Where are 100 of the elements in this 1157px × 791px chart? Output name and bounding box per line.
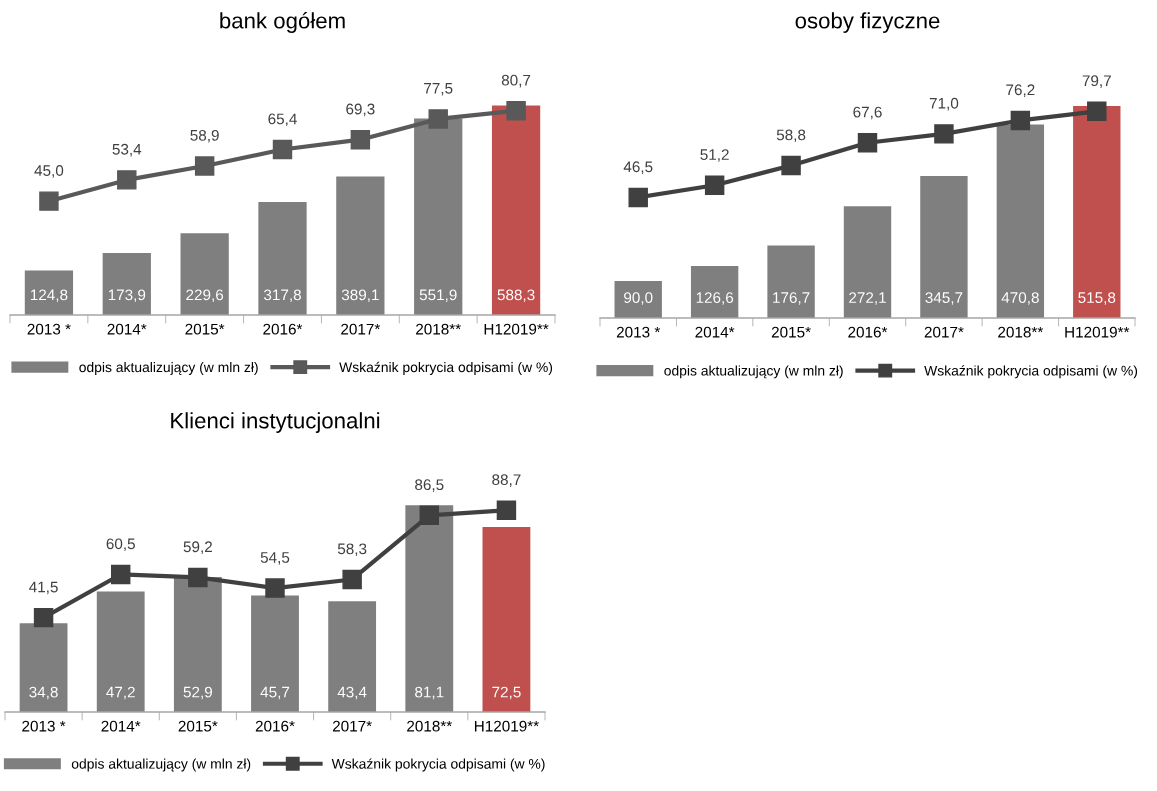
- data-label: 124,8: [30, 289, 68, 303]
- x-tick-label: H12019**: [474, 720, 539, 732]
- data-label: 58,8: [776, 129, 806, 143]
- data-label: 46,5: [623, 161, 653, 174]
- data-label: 60,5: [106, 538, 135, 552]
- bar: [19, 623, 68, 712]
- data-label: 58,3: [337, 543, 367, 557]
- x-tick-label: 2016*: [255, 720, 295, 732]
- data-label: 58,9: [190, 129, 219, 143]
- bar: [614, 281, 662, 318]
- bar: [258, 201, 307, 315]
- data-label: 173,9: [108, 289, 146, 303]
- data-label: 470,8: [1001, 292, 1039, 305]
- data-label: 34,8: [29, 686, 58, 700]
- point: [1010, 110, 1031, 131]
- x-tick-label: 2015*: [178, 720, 218, 732]
- point: [39, 191, 59, 211]
- point: [272, 139, 293, 160]
- bar: [96, 591, 145, 712]
- bar: [336, 176, 385, 315]
- data-label: 41,5: [29, 581, 58, 595]
- data-label: 272,1: [849, 292, 886, 305]
- point: [781, 155, 801, 176]
- data-label: 65,4: [268, 113, 297, 127]
- x-tick-label: 2014*: [695, 326, 735, 338]
- data-label: 229,6: [186, 289, 224, 303]
- x-tick-label: 2015*: [185, 323, 225, 335]
- legend-label: Wskaźnik pokrycia odpisami (w %): [924, 365, 1138, 379]
- x-tick-label: 2015*: [771, 326, 811, 338]
- chart-title: bank ogółem: [220, 11, 345, 33]
- point: [265, 578, 285, 598]
- bar: [102, 253, 151, 315]
- data-label: 72,5: [492, 686, 521, 700]
- data-label: 51,2: [700, 149, 729, 162]
- bar: [920, 175, 968, 318]
- data-label: 43,4: [337, 686, 367, 700]
- data-label: 71,0: [929, 97, 959, 111]
- data-label: 59,2: [183, 541, 212, 554]
- x-tick-label: 2017*: [332, 720, 372, 732]
- chart-title: Klienci instytucjonalni: [171, 412, 380, 433]
- data-label: 515,8: [1078, 292, 1116, 305]
- x-tick-label: 2014*: [107, 323, 147, 335]
- x-tick-label: 2018**: [407, 720, 452, 732]
- bar: [24, 270, 74, 315]
- bar: [690, 265, 739, 318]
- chart-title: osoby fizyczne: [795, 12, 940, 33]
- bar: [482, 527, 531, 712]
- point: [496, 500, 517, 521]
- data-label: 69,3: [346, 103, 375, 117]
- bar: [414, 118, 463, 315]
- data-label: 86,5: [415, 479, 444, 492]
- bar: [328, 601, 377, 712]
- point: [110, 564, 131, 585]
- data-label: 45,7: [260, 686, 290, 700]
- x-tick-label: H12019**: [484, 323, 549, 335]
- x-tick-label: 2018**: [416, 323, 461, 335]
- x-tick-label: 2014*: [101, 720, 141, 732]
- bar: [491, 105, 541, 315]
- point: [428, 109, 448, 129]
- x-tick-label: 2013 *: [616, 326, 661, 338]
- bar: [996, 124, 1045, 318]
- data-label: 45,0: [34, 165, 64, 178]
- legend-label: Wskaźnik pokrycia odpisami (w %): [339, 361, 553, 375]
- legend-label: Wskaźnik pokrycia odpisami (w %): [331, 758, 545, 772]
- legend-label: odpis aktualizujący (w mln zł): [79, 361, 258, 375]
- bar: [173, 577, 222, 712]
- point: [342, 569, 362, 590]
- data-label: 317,8: [263, 289, 301, 303]
- data-label: 47,2: [106, 686, 135, 700]
- data-label: 551,9: [419, 289, 457, 303]
- x-tick-label: 2017*: [924, 326, 964, 338]
- x-tick-label: 2016*: [848, 326, 888, 338]
- data-label: 81,1: [415, 686, 444, 700]
- point: [506, 101, 526, 121]
- point: [419, 505, 440, 526]
- x-tick-label: 2018**: [998, 326, 1044, 338]
- point: [117, 170, 137, 190]
- bar: [1073, 106, 1121, 318]
- x-tick-label: 2016*: [263, 323, 303, 335]
- point: [1087, 101, 1107, 122]
- data-label: 53,4: [112, 143, 142, 157]
- data-label: 88,7: [492, 474, 521, 487]
- data-label: 389,1: [341, 289, 379, 303]
- point: [33, 607, 54, 628]
- legend-label: odpis aktualizujący (w mln zł): [664, 365, 843, 379]
- point: [704, 175, 725, 195]
- point: [194, 156, 215, 176]
- bar: [251, 595, 299, 712]
- data-label: 76,2: [1006, 84, 1035, 97]
- point: [628, 187, 648, 208]
- data-label: 52,9: [183, 686, 212, 700]
- x-tick-label: 2017*: [341, 323, 381, 335]
- bar: [405, 505, 454, 712]
- x-tick-label: 2013 *: [27, 323, 71, 335]
- data-label: 90,0: [624, 292, 653, 305]
- bar: [180, 233, 229, 315]
- data-label: 80,7: [501, 74, 531, 88]
- point: [350, 129, 371, 150]
- data-label: 77,5: [424, 83, 453, 96]
- data-label: 126,6: [696, 292, 734, 305]
